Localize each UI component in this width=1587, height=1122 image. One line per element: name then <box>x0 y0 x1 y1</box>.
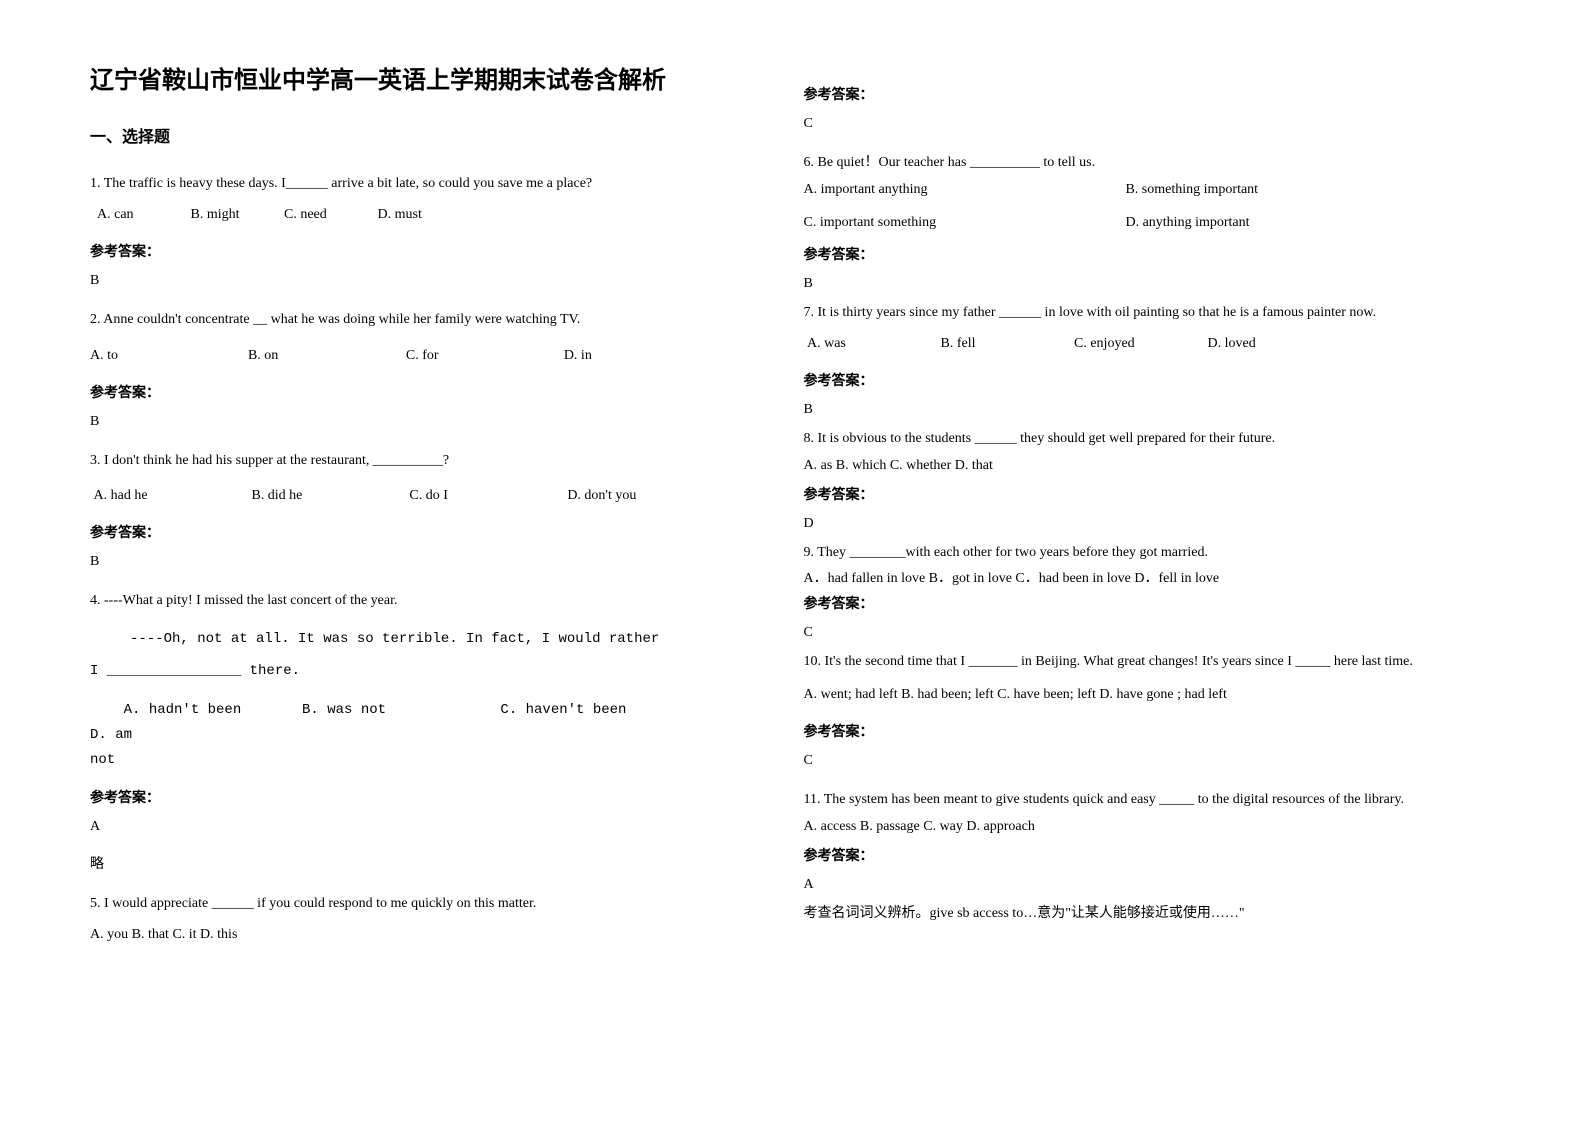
question-6: 6. Be quiet！Our teacher has __________ t… <box>804 150 1468 292</box>
question-11: 11. The system has been meant to give st… <box>804 787 1468 927</box>
page-title: 辽宁省鞍山市恒业中学高一英语上学期期末试卷含解析 <box>90 60 734 95</box>
q3-opt-c: C. do I <box>409 483 563 508</box>
q1-options: A. can B. might C. need D. must <box>90 202 734 227</box>
q11-answer-label: 参考答案： <box>804 845 1468 865</box>
q3-text: 3. I don't think he had his supper at th… <box>90 448 734 473</box>
q2-options: A. to B. on C. for D. in <box>90 343 734 368</box>
q2-opt-a: A. to <box>90 343 244 368</box>
q4-answer-label: 参考答案： <box>90 787 734 807</box>
q8-text: 8. It is obvious to the students ______ … <box>804 426 1468 451</box>
q7-opt-c: C. enjoyed <box>1074 331 1204 356</box>
q9-answer-label: 参考答案： <box>804 593 1468 613</box>
q3-answer: B <box>90 554 734 570</box>
question-5: 5. I would appreciate ______ if you coul… <box>90 891 734 947</box>
q10-options: A. went; had left B. had been; left C. h… <box>804 682 1468 707</box>
question-2: 2. Anne couldn't concentrate __ what he … <box>90 307 734 429</box>
q5-text: 5. I would appreciate ______ if you coul… <box>90 891 734 916</box>
q6-opt-d: D. anything important <box>1125 210 1443 235</box>
question-10: 10. It's the second time that I _______ … <box>804 649 1468 769</box>
q8-options: A. as B. which C. whether D. that <box>804 453 1468 478</box>
q6-opt-c: C. important something <box>804 210 1122 235</box>
q4-opt-c: C. haven't been <box>500 698 670 723</box>
q11-explain: 考查名词词义辨析。give sb access to…意为"让某人能够接近或使用… <box>804 901 1468 926</box>
q7-text: 7. It is thirty years since my father __… <box>804 300 1468 325</box>
q10-answer: C <box>804 753 1468 769</box>
q6-options-row2: C. important something D. anything impor… <box>804 210 1468 235</box>
q3-answer-label: 参考答案： <box>90 522 734 542</box>
q11-text: 11. The system has been meant to give st… <box>804 787 1468 812</box>
q7-options: A. was B. fell C. enjoyed D. loved <box>804 331 1468 356</box>
q6-text: 6. Be quiet！Our teacher has __________ t… <box>804 150 1468 175</box>
q6-opt-a: A. important anything <box>804 177 1122 202</box>
q1-answer-label: 参考答案： <box>90 241 734 261</box>
left-column: 辽宁省鞍山市恒业中学高一英语上学期期末试卷含解析 一、选择题 1. The tr… <box>0 0 794 1122</box>
q10-text: 10. It's the second time that I _______ … <box>804 649 1468 674</box>
q1-opt-b: B. might <box>191 202 281 227</box>
q4-answer: A <box>90 819 734 835</box>
question-1: 1. The traffic is heavy these days. I___… <box>90 171 734 289</box>
q1-opt-d: D. must <box>378 202 468 227</box>
q8-answer-label: 参考答案： <box>804 484 1468 504</box>
question-7: 7. It is thirty years since my father __… <box>804 300 1468 418</box>
q5-answer-label: 参考答案： <box>804 84 1468 104</box>
q2-answer-label: 参考答案： <box>90 382 734 402</box>
q9-text: 9. They ________with each other for two … <box>804 540 1468 565</box>
q3-opt-d: D. don't you <box>567 483 721 508</box>
q4-options: A. hadn't been B. was not C. haven't bee… <box>90 698 734 774</box>
q11-options: A. access B. passage C. way D. approach <box>804 814 1468 839</box>
q7-answer-label: 参考答案： <box>804 370 1468 390</box>
q6-answer-label: 参考答案： <box>804 244 1468 264</box>
q3-options: A. had he B. did he C. do I D. don't you <box>90 483 734 508</box>
question-9: 9. They ________with each other for two … <box>804 540 1468 640</box>
question-8: 8. It is obvious to the students ______ … <box>804 426 1468 532</box>
question-3: 3. I don't think he had his supper at th… <box>90 448 734 570</box>
q2-opt-c: C. for <box>406 343 560 368</box>
right-column: 参考答案： C 6. Be quiet！Our teacher has ____… <box>794 0 1587 1122</box>
q6-answer: B <box>804 276 1468 292</box>
q5-options: A. you B. that C. it D. this <box>90 922 734 947</box>
q5-answer: C <box>804 116 1468 132</box>
q3-opt-a: A. had he <box>94 483 248 508</box>
q1-opt-c: C. need <box>284 202 374 227</box>
q2-opt-b: B. on <box>248 343 402 368</box>
q7-opt-b: B. fell <box>941 331 1071 356</box>
page-container: 辽宁省鞍山市恒业中学高一英语上学期期末试卷含解析 一、选择题 1. The tr… <box>0 0 1587 1122</box>
q10-answer-label: 参考答案： <box>804 721 1468 741</box>
q2-answer: B <box>90 414 734 430</box>
q4-line1: 4. ----What a pity! I missed the last co… <box>90 588 734 613</box>
q4-line3: I ________________ there. <box>90 659 734 684</box>
q1-text: 1. The traffic is heavy these days. I___… <box>90 171 734 196</box>
q7-opt-d: D. loved <box>1208 331 1338 356</box>
q6-opt-b: B. something important <box>1125 177 1443 202</box>
q7-opt-a: A. was <box>807 331 937 356</box>
q4-opt-d: D. am not <box>90 723 150 773</box>
q11-answer: A <box>804 877 1468 893</box>
q4-opt-b: B. was not <box>302 698 492 723</box>
q4-note: 略 <box>90 853 734 873</box>
q2-opt-d: D. in <box>564 343 718 368</box>
q9-answer: C <box>804 625 1468 641</box>
question-4: 4. ----What a pity! I missed the last co… <box>90 588 734 873</box>
q9-options: A．had fallen in love B．got in love C．had… <box>804 566 1468 591</box>
q2-text: 2. Anne couldn't concentrate __ what he … <box>90 307 734 332</box>
q1-opt-a: A. can <box>97 202 187 227</box>
q4-line2: ----Oh, not at all. It was so terrible. … <box>130 627 734 652</box>
section-header: 一、选择题 <box>90 123 734 147</box>
q7-answer: B <box>804 402 1468 418</box>
q3-opt-b: B. did he <box>251 483 405 508</box>
q6-options-row1: A. important anything B. something impor… <box>804 177 1468 202</box>
q4-opt-a: A. hadn't been <box>124 698 294 723</box>
q8-answer: D <box>804 516 1468 532</box>
q1-answer: B <box>90 273 734 289</box>
